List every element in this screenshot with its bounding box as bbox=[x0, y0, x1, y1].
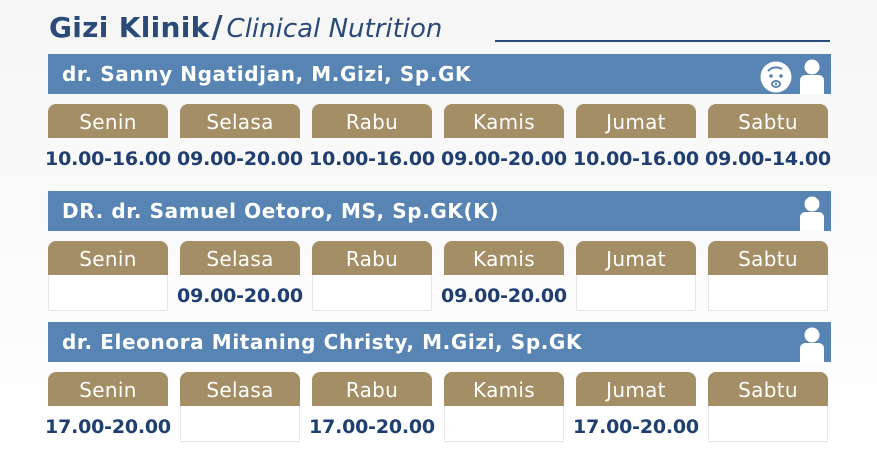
time-slot bbox=[440, 407, 568, 447]
doctor-icons bbox=[759, 58, 825, 107]
day-header: Selasa bbox=[180, 241, 300, 275]
empty-slot bbox=[576, 275, 696, 311]
empty-slot bbox=[708, 406, 828, 442]
time-slot: 10.00-16.00 bbox=[573, 148, 699, 170]
title-divider bbox=[495, 40, 830, 42]
day-header: Rabu bbox=[312, 372, 432, 406]
time-slot bbox=[44, 276, 172, 316]
time-slot bbox=[704, 276, 832, 316]
time-slot: 17.00-20.00 bbox=[45, 416, 171, 438]
day-header: Senin bbox=[48, 104, 168, 138]
time-slot: 09.00-20.00 bbox=[441, 285, 567, 307]
doctor-name: DR. dr. Samuel Oetoro, MS, Sp.GK(K) bbox=[62, 199, 500, 223]
time-slot: 09.00-20.00 bbox=[177, 148, 303, 170]
time-slot: 09.00-20.00 bbox=[177, 285, 303, 307]
time-slot bbox=[308, 276, 436, 316]
day-header: Kamis bbox=[444, 372, 564, 406]
day-header: Jumat bbox=[576, 104, 696, 138]
empty-slot bbox=[708, 275, 828, 311]
day-header: Sabtu bbox=[708, 104, 828, 138]
day-header: Rabu bbox=[312, 104, 432, 138]
empty-slot bbox=[444, 406, 564, 442]
page-title: Gizi Klinik / Clinical Nutrition bbox=[49, 10, 442, 50]
time-slot bbox=[704, 407, 832, 447]
baby-icon bbox=[759, 60, 793, 107]
day-header: Selasa bbox=[180, 372, 300, 406]
day-header: Senin bbox=[48, 372, 168, 406]
title-italic: Clinical Nutrition bbox=[226, 14, 443, 44]
day-header: Sabtu bbox=[708, 241, 828, 275]
day-header: Senin bbox=[48, 241, 168, 275]
doctor-name-bar: DR. dr. Samuel Oetoro, MS, Sp.GK(K) bbox=[48, 191, 831, 231]
time-slot: 09.00-14.00 bbox=[705, 148, 831, 170]
day-header: Jumat bbox=[576, 241, 696, 275]
title-bold: Gizi Klinik bbox=[49, 11, 210, 44]
empty-slot bbox=[312, 275, 432, 311]
doctor-name: dr. Eleonora Mitaning Christy, M.Gizi, S… bbox=[62, 330, 583, 354]
doctor-name-bar: dr. Sanny Ngatidjan, M.Gizi, Sp.GK bbox=[48, 54, 831, 94]
empty-slot bbox=[48, 275, 168, 311]
time-slot bbox=[572, 276, 700, 316]
day-header: Rabu bbox=[312, 241, 432, 275]
empty-slot bbox=[180, 406, 300, 442]
time-slot: 10.00-16.00 bbox=[45, 148, 171, 170]
person-icon bbox=[799, 58, 825, 107]
title-slash: / bbox=[211, 10, 223, 45]
time-slot bbox=[176, 407, 304, 447]
time-slot: 17.00-20.00 bbox=[573, 416, 699, 438]
doctor-icons bbox=[799, 326, 825, 375]
day-header: Jumat bbox=[576, 372, 696, 406]
person-icon bbox=[799, 326, 825, 375]
doctor-icons bbox=[799, 195, 825, 244]
day-header: Kamis bbox=[444, 104, 564, 138]
time-slot: 10.00-16.00 bbox=[309, 148, 435, 170]
person-icon bbox=[799, 195, 825, 244]
day-header: Sabtu bbox=[708, 372, 828, 406]
day-header: Kamis bbox=[444, 241, 564, 275]
time-slot: 09.00-20.00 bbox=[441, 148, 567, 170]
doctor-name: dr. Sanny Ngatidjan, M.Gizi, Sp.GK bbox=[62, 62, 472, 86]
day-header: Selasa bbox=[180, 104, 300, 138]
doctor-name-bar: dr. Eleonora Mitaning Christy, M.Gizi, S… bbox=[48, 322, 831, 362]
time-slot: 17.00-20.00 bbox=[309, 416, 435, 438]
